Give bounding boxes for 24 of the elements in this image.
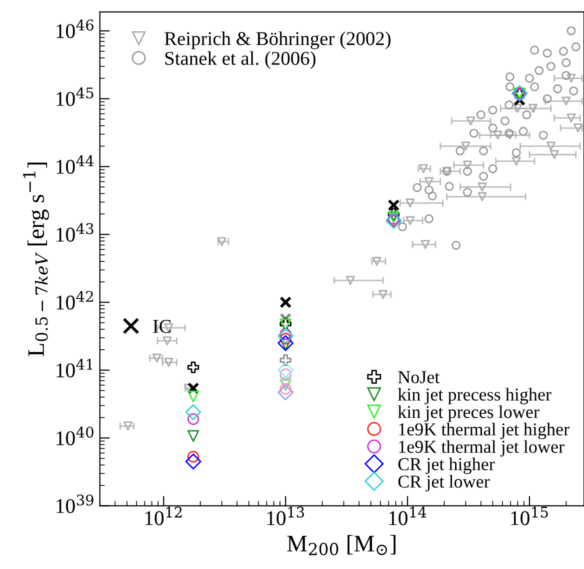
y-tick-label: 10$^{43}$	[56, 223, 94, 242]
legend-label: kin jet precess higher	[398, 388, 552, 404]
y-tick-label: 10$^{42}$	[56, 290, 93, 310]
legend-label: CR jet lower	[398, 475, 490, 492]
y-tick-label: 10$^{39}$	[56, 494, 94, 514]
y-tick-label: 10$^{40}$	[56, 426, 94, 446]
x-tick-label: 10$^{13}$	[267, 506, 304, 526]
x-tick-label: 10$^{15}$	[511, 506, 548, 526]
x-axis-title: M$_{200}$ [M$_{⊙}$]	[287, 535, 396, 556]
y-axis-title: L$_{0.5−7keV}$ [erg s$^{−1}$]	[23, 162, 49, 356]
legend-label: Reiprich & Böhringer (2002)	[164, 32, 391, 50]
y-tick-label: 10$^{46}$	[56, 20, 94, 38]
legend-label: IC	[153, 320, 171, 333]
legend-label: NoJet	[398, 371, 440, 384]
y-tick-label: 10$^{44}$	[56, 155, 94, 174]
legend-label: 1e9K thermal jet higher	[399, 422, 570, 440]
legend-label: CR jet higher	[398, 458, 495, 474]
y-tick-label: 10$^{41}$	[56, 358, 92, 378]
legend-label: Stanek et al. (2006)	[165, 51, 316, 69]
legend-label: 1e9K thermal jet lower	[399, 440, 564, 457]
y-tick-label: 10$^{45}$	[56, 87, 94, 106]
legend-label: kin jet preces lower	[398, 405, 540, 422]
x-tick-label: 10$^{14}$	[389, 506, 426, 526]
x-tick-label: 10$^{12}$	[145, 506, 182, 526]
